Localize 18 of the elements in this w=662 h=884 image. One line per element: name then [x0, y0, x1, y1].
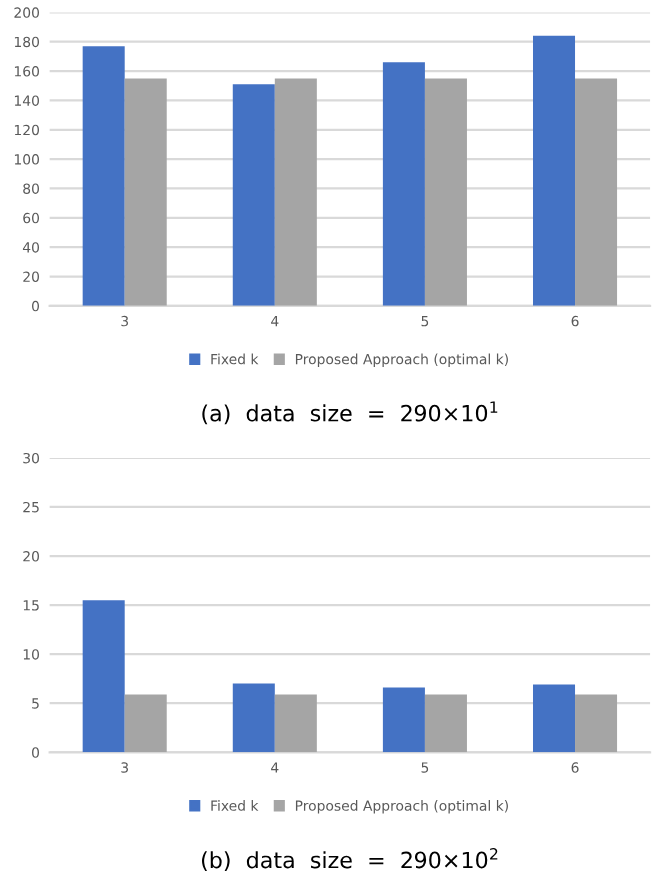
bar	[382, 687, 425, 753]
bar	[274, 694, 317, 753]
bar	[274, 78, 317, 306]
bar	[82, 46, 125, 306]
bar	[232, 683, 275, 753]
bar	[124, 78, 167, 306]
bar	[575, 78, 618, 306]
bar	[424, 78, 467, 306]
bar	[382, 62, 425, 306]
bar	[533, 684, 576, 753]
bar	[82, 600, 125, 753]
bar	[575, 694, 618, 753]
bar	[232, 84, 275, 306]
bar	[424, 694, 467, 753]
bar	[533, 35, 576, 306]
text: (b) data size = 290×10$^{2}$	[202, 848, 498, 872]
text: (a) data size = 290×10$^{1}$	[202, 401, 498, 425]
bar	[124, 694, 167, 753]
